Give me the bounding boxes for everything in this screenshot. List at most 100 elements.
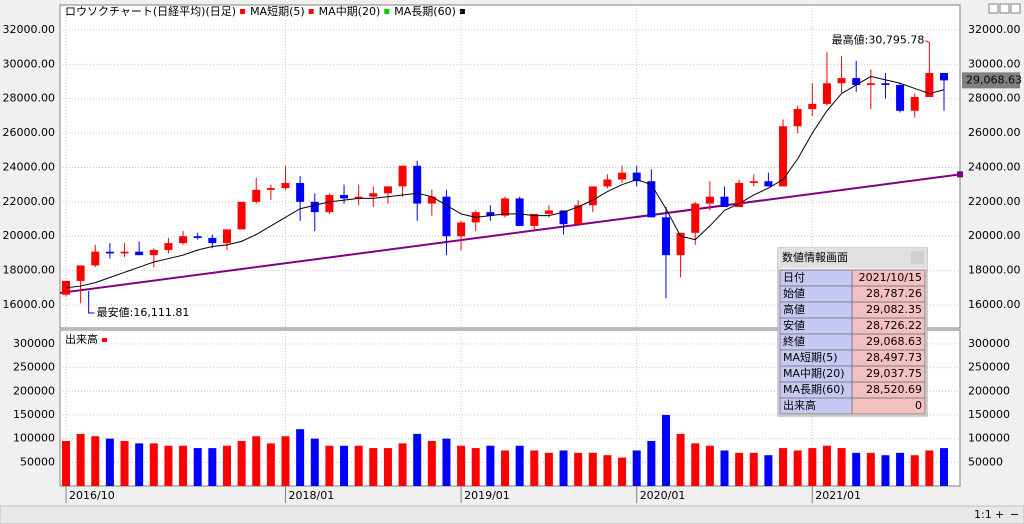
info-value: 0 <box>915 399 922 412</box>
candle-body <box>369 193 378 197</box>
y-tick-label: 24000.00 <box>3 160 56 173</box>
candle-body <box>808 103 817 110</box>
info-value: 28,726.22 <box>866 319 922 332</box>
legend-label: MA中期(20) <box>319 5 381 18</box>
candle-body <box>647 181 656 218</box>
volume-bar <box>940 448 948 486</box>
candle-body <box>193 236 202 238</box>
volume-bar <box>76 433 85 486</box>
info-title: 数値情報画面 <box>782 251 848 264</box>
candle-body <box>515 198 524 226</box>
y-tick-label: 22000.00 <box>968 195 1021 208</box>
volume-bar <box>266 443 275 486</box>
button[interactable] <box>988 3 999 14</box>
candle-body <box>661 217 670 256</box>
y-tick-label: 150000 <box>968 408 1010 421</box>
candle-body <box>222 229 231 244</box>
zoom-in[interactable]: + <box>995 508 1004 521</box>
volume-bar <box>427 441 436 486</box>
volume-bar <box>471 448 480 486</box>
volume-bar <box>676 433 685 486</box>
legend-swatch <box>102 338 107 342</box>
candle-body <box>442 196 451 237</box>
candle-body <box>149 249 158 256</box>
candle-body <box>383 186 392 194</box>
volume-bar <box>193 448 202 486</box>
zoom-out[interactable]: − <box>1010 508 1019 521</box>
candle-body <box>779 126 788 187</box>
candle-body <box>281 182 290 189</box>
y-tick-label: 18000.00 <box>968 264 1021 277</box>
y-tick-label: 250000 <box>13 361 55 374</box>
candle-body <box>676 232 685 256</box>
volume-bar <box>252 436 261 486</box>
volume-bar <box>442 438 451 486</box>
candle-body <box>266 188 275 190</box>
info-label: MA長期(60) <box>783 383 845 396</box>
candle-body <box>120 251 129 254</box>
volume-bar <box>705 445 714 486</box>
volume-bar <box>661 414 670 486</box>
volume-bar <box>647 441 656 486</box>
x-tick-label: 2019/01 <box>464 489 510 502</box>
last-price-label: 29,068.63 <box>966 73 1022 86</box>
volume-bar <box>764 455 773 486</box>
info-value: 29,068.63 <box>866 335 922 348</box>
candle-body <box>618 172 627 180</box>
volume-bar <box>281 436 290 486</box>
candle-body <box>252 189 261 202</box>
volume-title: 出来高 <box>65 332 98 346</box>
y-tick-label: 150000 <box>13 408 55 421</box>
candle-body <box>925 72 934 98</box>
y-tick-label: 26000.00 <box>3 126 56 139</box>
info-value: 28,787.26 <box>866 287 922 300</box>
y-tick-label: 200000 <box>13 384 55 397</box>
candle-body <box>705 196 714 204</box>
volume-bar <box>808 448 817 486</box>
low-annotation: 最安値:16,111.81 <box>97 305 190 319</box>
volume-bar <box>208 448 217 486</box>
volume-bar <box>369 448 378 486</box>
close-button[interactable] <box>911 251 924 264</box>
volume-bar <box>457 445 466 486</box>
trendline-handle <box>957 171 963 178</box>
candle-body <box>486 212 495 216</box>
candle-body <box>544 210 553 214</box>
volume-bar <box>632 450 641 486</box>
info-value: 28,520.69 <box>866 383 922 396</box>
info-label: 終値 <box>783 334 805 348</box>
volume-bar <box>237 441 246 486</box>
volume-bar <box>486 445 495 486</box>
volume-bar <box>793 450 802 486</box>
info-label: MA中期(20) <box>783 367 845 380</box>
volume-bar <box>222 445 231 486</box>
candle-body <box>691 203 700 233</box>
ma-line <box>65 75 945 289</box>
candle-body <box>76 265 85 281</box>
candle-body <box>852 78 861 85</box>
volume-bar <box>310 438 319 486</box>
info-label: 出来高 <box>783 398 816 412</box>
volume-bar <box>383 448 392 486</box>
candle-body <box>896 84 905 111</box>
volume-bar <box>544 452 553 486</box>
volume-bar <box>296 429 305 486</box>
button[interactable] <box>1010 3 1021 14</box>
volume-bar <box>398 443 407 486</box>
button[interactable] <box>999 3 1010 14</box>
candle-body <box>735 182 744 208</box>
volume-bar <box>881 455 890 486</box>
legend-swatch <box>459 9 465 14</box>
info-label: 日付 <box>783 271 805 284</box>
y-tick-label: 16000.00 <box>968 298 1021 311</box>
scrollbar[interactable] <box>0 505 1024 524</box>
candle-body <box>603 179 612 187</box>
legend-swatch <box>240 9 246 14</box>
volume-bar <box>501 450 509 486</box>
candle-body <box>179 236 188 244</box>
info-value: 28,497.73 <box>866 351 922 364</box>
x-tick-label: 2016/10 <box>69 489 115 502</box>
y-tick-label: 20000.00 <box>3 229 56 242</box>
candle-body <box>822 83 831 104</box>
